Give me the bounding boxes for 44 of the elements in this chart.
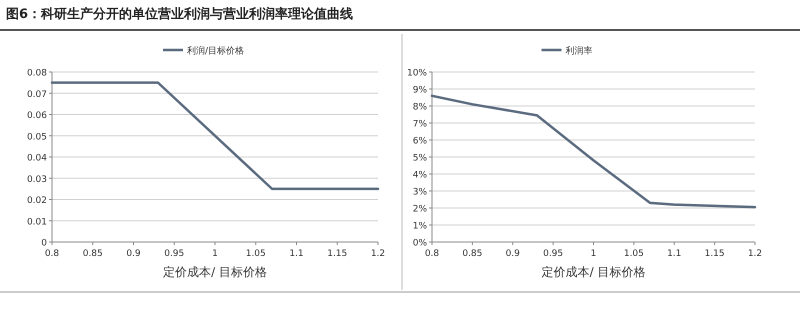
y-tick-label: 0.04 (26, 154, 48, 164)
x-tick-label: 0.9 (126, 249, 141, 259)
x-tick-label: 1 (212, 249, 218, 259)
x-tick-label: 0.85 (462, 249, 482, 259)
y-tick-label: 0.08 (26, 68, 48, 78)
x-tick-label: 1.1 (667, 249, 682, 259)
y-tick-label: 4% (412, 170, 428, 180)
legend-label: 利润率 (566, 46, 592, 56)
x-tick-label: 0.8 (44, 249, 60, 259)
x-tick-label: 1.2 (370, 249, 386, 259)
x-tick-label: 1.15 (327, 249, 348, 259)
y-tick-label: 0.06 (26, 111, 48, 121)
y-tick-label: 5% (412, 154, 428, 164)
y-tick-label: 10% (406, 68, 428, 78)
y-tick-label: 6% (412, 136, 428, 146)
y-tick-label: 0% (412, 238, 428, 248)
y-tick-label: 8% (412, 102, 428, 112)
y-tick-label: 0.03 (26, 174, 47, 185)
y-tick-label: 1% (412, 222, 428, 232)
y-tick-label: 0.01 (26, 217, 47, 228)
x-tick-label: 1.15 (704, 249, 725, 259)
chart-title: 图6：科研生产分开的单位营业利润与营业利润率理论值曲线 (6, 6, 354, 22)
y-tick-label: 0 (41, 238, 48, 248)
y-tick-label: 3% (412, 188, 428, 198)
x-tick-label: 0.85 (82, 249, 103, 259)
x-tick-label: 0.95 (543, 249, 564, 259)
x-axis-title: 定价成本/ 目标价格 (542, 265, 646, 279)
y-tick-label: 7% (412, 120, 428, 130)
y-tick-label: 2% (412, 204, 428, 214)
x-tick-label: 0.9 (506, 249, 520, 259)
y-tick-label: 0.07 (26, 90, 47, 100)
x-tick-label: 1.2 (748, 249, 762, 259)
x-tick-label: 1.05 (246, 249, 266, 259)
x-tick-label: 0.95 (164, 249, 184, 259)
x-tick-label: 0.8 (424, 249, 440, 259)
x-tick-label: 1.1 (289, 249, 304, 259)
x-axis-title: 定价成本/ 目标价格 (163, 265, 267, 279)
y-tick-label: 0.05 (26, 132, 47, 142)
y-tick-label: 0.02 (26, 196, 47, 206)
x-tick-label: 1 (590, 249, 596, 259)
line-series (430, 94, 756, 208)
legend-label: 利润/目标价格 (187, 46, 244, 56)
x-tick-label: 1.05 (624, 249, 644, 259)
y-tick-label: 9% (412, 86, 428, 96)
